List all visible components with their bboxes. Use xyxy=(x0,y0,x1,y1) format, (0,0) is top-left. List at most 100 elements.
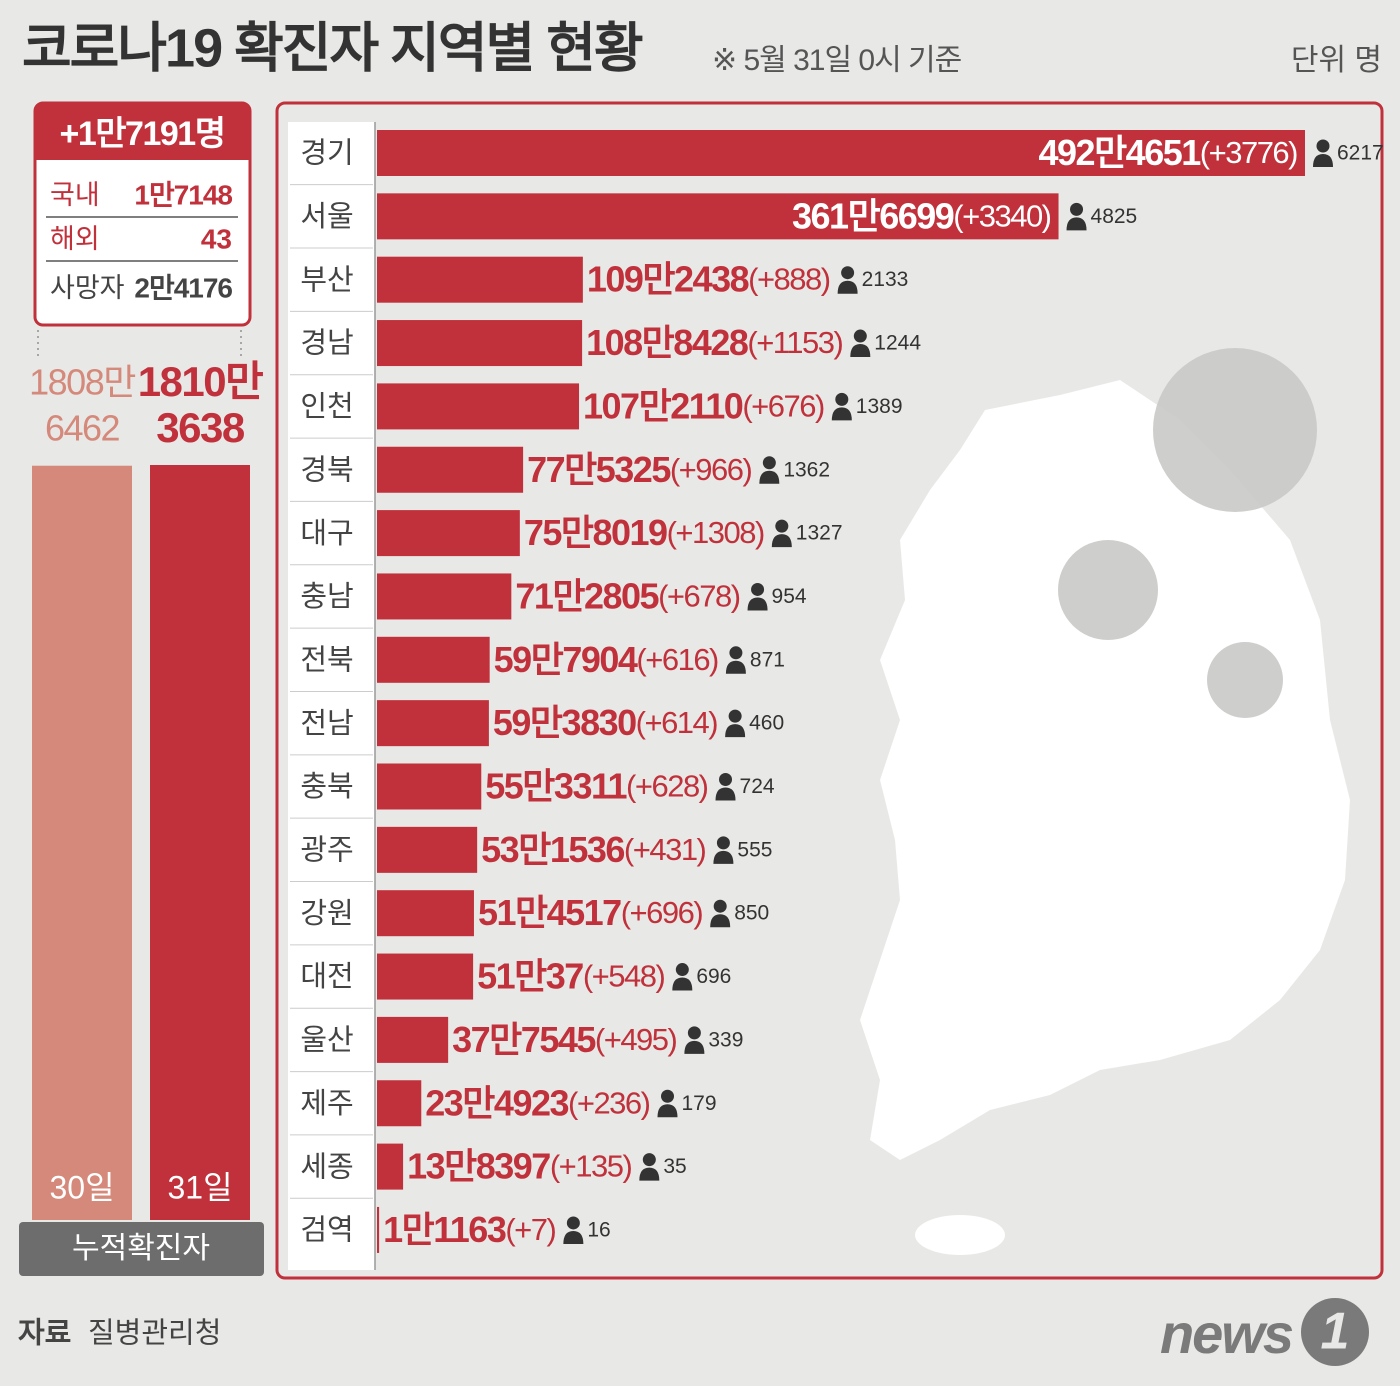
bar xyxy=(377,256,583,303)
value-text: 108만8428 xyxy=(586,322,748,363)
icon-body xyxy=(713,850,734,864)
summary-label: 사망자 xyxy=(50,273,125,303)
person-icon xyxy=(771,519,792,548)
category-label: 울산 xyxy=(300,1025,353,1057)
value-text: 107만2110 xyxy=(583,385,743,426)
value-text: 59만3830 xyxy=(493,702,636,743)
summary-label: 해외 xyxy=(50,224,100,254)
icon-body xyxy=(639,1167,660,1181)
unit: 단위 명 xyxy=(1291,44,1382,77)
icon-head xyxy=(775,519,789,533)
bar xyxy=(377,446,524,493)
value-label: 108만8428(+1153) xyxy=(586,322,842,363)
category-label: 강원 xyxy=(300,898,353,930)
icon-head xyxy=(729,646,743,660)
value-label: 23만4923(+236) xyxy=(425,1082,649,1123)
increase-text: (+3776) xyxy=(1200,135,1297,170)
icon-body xyxy=(710,914,731,928)
value-label: 492만4651(+3776) xyxy=(1039,132,1298,173)
bar xyxy=(377,1080,422,1127)
deaths-label: 850 xyxy=(734,902,769,925)
value-label: 13만8397(+135) xyxy=(407,1145,631,1186)
deaths-label: 2133 xyxy=(862,268,909,291)
category-label: 인천 xyxy=(300,391,353,423)
bar xyxy=(377,130,1305,176)
icon-head xyxy=(1316,139,1330,153)
cumulative-label-box xyxy=(19,1222,264,1276)
deaths-label: 16 xyxy=(587,1218,610,1241)
deaths-label: 1389 xyxy=(856,395,903,418)
bar xyxy=(377,1143,404,1190)
category-label: 충남 xyxy=(300,581,353,613)
icon-body xyxy=(1066,217,1087,231)
deaths-label: 460 xyxy=(749,712,784,735)
value-label: 59만7904(+616) xyxy=(494,638,718,679)
value-text: 23만4923 xyxy=(425,1082,568,1123)
increase-text: (+678) xyxy=(658,579,740,614)
value-text: 1만1163 xyxy=(383,1208,506,1249)
bar xyxy=(377,573,512,620)
person-icon xyxy=(672,963,693,991)
category-label: 대구 xyxy=(300,517,353,550)
value-text: 59만7904 xyxy=(494,638,638,679)
icon-body xyxy=(837,280,858,294)
icon-body xyxy=(563,1230,584,1244)
summary-total: +1만7191명 xyxy=(60,115,225,153)
person-icon xyxy=(759,456,780,484)
subtitle: ※ 5월 31일 0시 기준 xyxy=(712,44,962,77)
value-text: 37만7545 xyxy=(452,1018,596,1059)
bar xyxy=(377,1016,449,1063)
icon-head xyxy=(1070,202,1084,216)
person-icon xyxy=(684,1026,705,1054)
cumulative-value-label: 1810만 xyxy=(138,358,263,405)
category-label: 전남 xyxy=(300,708,353,740)
value-text: 51만4517 xyxy=(478,892,621,933)
icon-head xyxy=(835,392,849,406)
icon-body xyxy=(715,787,736,801)
virus xyxy=(1058,540,1158,640)
bar xyxy=(377,1206,380,1253)
increase-text: (+888) xyxy=(748,262,830,297)
person-icon xyxy=(831,392,852,421)
region-column xyxy=(288,122,375,1270)
icon-body xyxy=(831,407,852,421)
increase-text: (+7) xyxy=(505,1212,555,1247)
increase-text: (+614) xyxy=(636,705,718,740)
deaths-label: 1327 xyxy=(796,522,843,545)
value-text: 75만8019 xyxy=(524,512,667,553)
category-label: 전북 xyxy=(300,644,353,676)
bar xyxy=(377,890,474,937)
increase-text: (+1308) xyxy=(667,515,764,550)
value-text: 71만2805 xyxy=(515,575,659,616)
increase-text: (+135) xyxy=(550,1149,632,1184)
value-text: 109만2438 xyxy=(587,258,749,299)
increase-text: (+696) xyxy=(621,895,703,930)
value-text: 53만1536 xyxy=(481,828,624,869)
category-label: 대전 xyxy=(300,960,353,993)
increase-text: (+676) xyxy=(742,389,824,424)
icon-body xyxy=(725,724,746,738)
virus-decoration xyxy=(1058,348,1317,718)
value-text: 51만37 xyxy=(477,955,583,996)
value-label: 77만5325(+966) xyxy=(527,448,751,489)
category-label: 세종 xyxy=(300,1151,353,1183)
icon-body xyxy=(672,977,693,991)
virus xyxy=(1153,348,1317,512)
increase-text: (+548) xyxy=(583,959,665,994)
virus xyxy=(1207,642,1283,718)
deaths-label: 871 xyxy=(750,648,785,671)
person-icon xyxy=(1313,139,1333,167)
person-icon xyxy=(725,709,746,738)
value-text: 55만3311 xyxy=(485,765,627,806)
value-text: 361만6699 xyxy=(792,195,954,236)
deaths-label: 1362 xyxy=(783,458,830,481)
deaths-label: 724 xyxy=(740,775,775,798)
bar xyxy=(377,700,489,747)
increase-text: (+616) xyxy=(636,642,718,677)
category-label: 검역 xyxy=(300,1215,353,1247)
cumulative-bar xyxy=(150,465,250,1220)
cumulative-value-label: 6462 xyxy=(45,408,120,449)
logo-word: news xyxy=(1160,1302,1293,1365)
